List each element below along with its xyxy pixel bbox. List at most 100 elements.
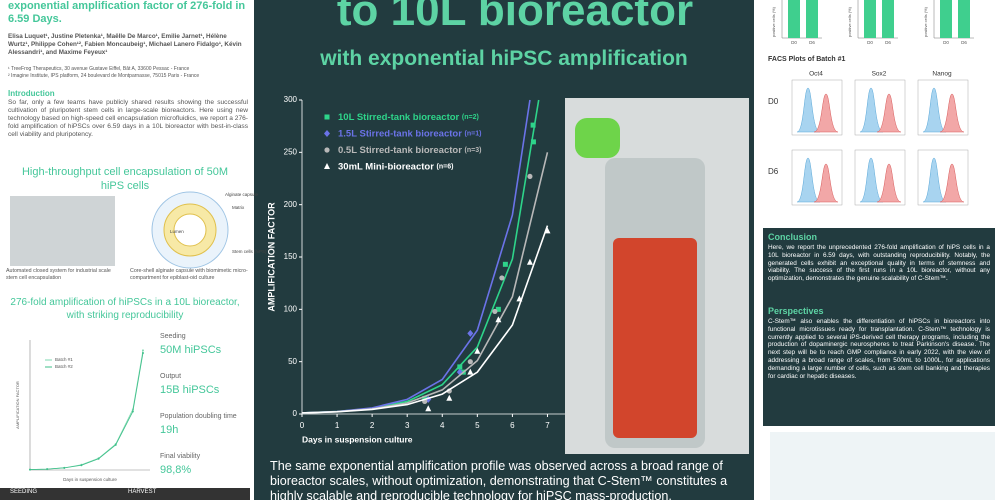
facs-histogram — [859, 157, 884, 203]
point — [467, 368, 474, 375]
y-tick-label: 150 — [284, 252, 298, 261]
column-label: Sox2 — [872, 71, 887, 78]
point — [97, 457, 100, 460]
facs-frame — [791, 79, 843, 136]
point — [141, 352, 144, 354]
y-tick-label: 250 — [284, 147, 298, 156]
axis-label: positive cells (%) — [923, 6, 928, 37]
facs-histogram — [922, 87, 947, 133]
x-tick-label: D6 — [885, 40, 891, 45]
point — [324, 130, 330, 137]
point — [516, 295, 523, 302]
legend-text: 0.5L Stirred-tank bioreactor — [338, 145, 462, 156]
point — [324, 147, 330, 153]
point — [80, 464, 83, 467]
point — [474, 347, 481, 354]
point — [492, 308, 498, 315]
stat-value: 15B hiPSCs — [160, 384, 220, 396]
row-label: D6 — [768, 167, 779, 176]
facs-histogram — [813, 93, 839, 133]
facs-frame — [791, 149, 843, 206]
paragraph: So far, only a few teams have publicly s… — [8, 99, 248, 138]
point — [530, 122, 536, 128]
facs-histogram — [796, 87, 821, 133]
point — [526, 258, 533, 265]
section-heading: FACS Plots of Batch #1 — [768, 56, 846, 63]
point — [422, 395, 428, 401]
paragraph: C-Stem™ also enables the differentiation… — [768, 318, 990, 380]
stat-label: Final viability — [160, 453, 201, 460]
microscopy-images — [0, 488, 250, 500]
diagram-label: Lumen — [170, 229, 184, 234]
legend-text: (n=6) — [437, 163, 454, 170]
axis-label: positive cells (%) — [771, 6, 776, 37]
facs-histogram — [939, 93, 965, 133]
point — [544, 227, 551, 234]
point — [502, 261, 508, 267]
point — [499, 275, 505, 281]
y-tick-label: 200 — [284, 200, 298, 209]
facs-frame — [854, 149, 906, 206]
conclusion-panel — [763, 228, 995, 426]
column-label: Oct4 — [809, 71, 823, 78]
x-tick-label: D0 — [867, 40, 873, 45]
stat-value: 50M hiPSCs — [160, 344, 222, 356]
facs-frame — [917, 79, 969, 136]
growth-line — [29, 350, 144, 470]
bar — [864, 0, 876, 38]
point — [495, 316, 502, 323]
fit-curve — [301, 225, 549, 414]
point — [527, 173, 533, 180]
bar — [882, 0, 894, 38]
caption: Core-shell alginate capsule with biomime… — [130, 268, 248, 281]
bar — [788, 0, 800, 38]
x-tick-label: D6 — [809, 40, 815, 45]
axis-label: AMPLIFICATION FACTOR — [15, 381, 20, 429]
subtitle: with exponential hiPSC amplification — [320, 47, 688, 70]
point — [114, 443, 117, 446]
legend-label: Batch #2 — [55, 364, 73, 369]
title: exponential amplification factor of 276-… — [8, 0, 246, 25]
point — [141, 349, 144, 352]
legend-text: 30mL Mini-bioreactor — [338, 161, 434, 172]
facs-histogram — [859, 87, 884, 133]
point — [530, 139, 536, 145]
point — [131, 410, 134, 413]
axis-label: Days in suspension culture — [302, 434, 413, 444]
affiliation: ² Imagine Institute, IPS platform, 24 bo… — [8, 73, 200, 79]
x-tick-label: 7 — [545, 421, 550, 430]
stat-value: 98,8% — [160, 464, 192, 476]
x-tick-label: 0 — [300, 421, 305, 430]
legend-label: 10L Stirred-tank bioreactor (n=2) — [338, 112, 479, 123]
legend-label: 30mL Mini-bioreactor (n=6) — [338, 161, 453, 172]
x-tick-label: D0 — [943, 40, 949, 45]
image-label: HARVEST — [128, 489, 157, 495]
caption: The same exponential amplification profi… — [270, 459, 728, 500]
axis-label: AMPLIFICATION FACTOR — [266, 202, 276, 312]
axis-label: Days in suspension culture — [63, 477, 117, 482]
legend-label: 0.5L Stirred-tank bioreactor (n=3) — [338, 145, 481, 156]
facs-histogram — [796, 157, 821, 203]
x-tick-label: 3 — [405, 421, 410, 430]
point — [467, 329, 474, 337]
legend-label: Batch #1 — [55, 357, 73, 362]
x-tick-label: 5 — [475, 421, 480, 430]
legend-text: (n=3) — [465, 147, 482, 154]
x-tick-label: 6 — [510, 421, 515, 430]
x-tick-label: D0 — [791, 40, 797, 45]
bar — [940, 0, 952, 38]
x-tick-label: 4 — [440, 421, 445, 430]
axis-label: positive cells (%) — [847, 6, 852, 37]
point — [457, 364, 463, 370]
bar — [958, 0, 970, 38]
section-heading: Introduction — [8, 89, 55, 98]
bar — [806, 0, 818, 38]
point — [495, 306, 501, 312]
growth-line — [29, 352, 144, 470]
point — [324, 114, 330, 120]
section-heading: Conclusion — [768, 232, 817, 242]
perspectives-diagram — [770, 432, 995, 500]
legend-text: (n=1) — [465, 130, 482, 137]
